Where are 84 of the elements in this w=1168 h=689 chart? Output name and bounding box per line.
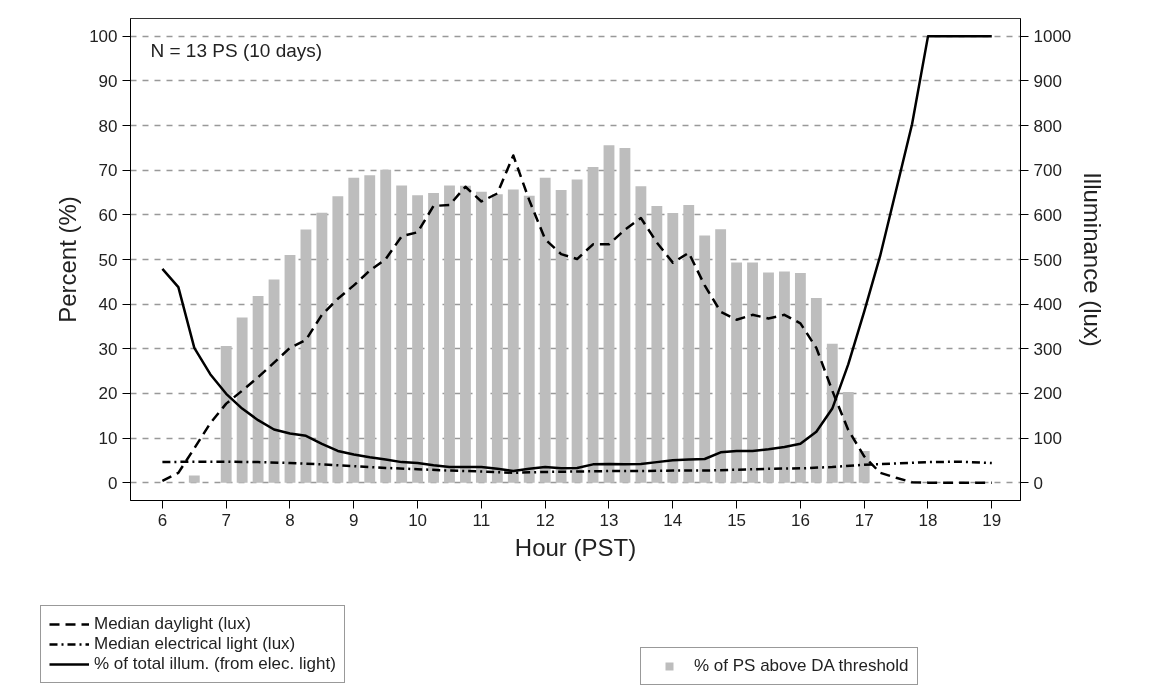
y-tick-label: 70 xyxy=(98,161,118,181)
x-tick-label: 18 xyxy=(918,510,938,530)
x-tick-label: 10 xyxy=(408,510,428,530)
bar xyxy=(364,175,376,483)
x-tick-label: 17 xyxy=(854,510,874,530)
bar xyxy=(747,262,758,483)
bar xyxy=(779,271,790,483)
y2-tick-label: 600 xyxy=(1033,205,1062,225)
bar xyxy=(763,272,774,483)
bar xyxy=(284,255,296,483)
bar xyxy=(842,392,854,483)
bar xyxy=(715,229,727,483)
bar xyxy=(300,229,312,483)
y-tick-label: 40 xyxy=(98,295,118,315)
y-tick-label: 10 xyxy=(98,429,118,449)
bar xyxy=(826,343,838,483)
x-tick-label: 9 xyxy=(349,510,359,530)
bar xyxy=(188,475,200,483)
bar xyxy=(236,317,248,483)
bar xyxy=(460,185,471,483)
y2-tick-label: 1000 xyxy=(1033,27,1072,47)
bar xyxy=(731,262,743,483)
y-tick-label: 0 xyxy=(108,473,118,493)
bar xyxy=(794,272,806,483)
x-tick-label: 14 xyxy=(663,510,683,530)
bar xyxy=(571,179,583,483)
x-tick-label: 16 xyxy=(790,510,810,530)
bar xyxy=(396,185,408,483)
annotation: N = 13 PS (10 days) xyxy=(150,39,323,61)
bar xyxy=(683,205,695,483)
x-tick-label: 13 xyxy=(599,510,619,530)
bar xyxy=(810,297,822,483)
bar xyxy=(252,296,264,483)
bar xyxy=(332,196,344,483)
bar xyxy=(587,167,599,483)
y-tick-label: 50 xyxy=(98,250,118,270)
bar xyxy=(635,186,647,483)
y2-tick-label: 300 xyxy=(1033,339,1062,359)
legend-label: Median daylight (lux) xyxy=(94,614,251,634)
bar xyxy=(667,213,679,483)
bar xyxy=(539,177,551,483)
bar xyxy=(619,147,631,483)
y-tick-label: 20 xyxy=(98,384,118,404)
x-tick-label: 7 xyxy=(221,510,231,530)
x-tick-label: 15 xyxy=(727,510,747,530)
bar xyxy=(699,235,711,483)
bar xyxy=(555,189,567,483)
legend-label: % of total illum. (from elec. light) xyxy=(94,654,336,674)
x-axis-title: Hour (PST) xyxy=(514,533,637,561)
x-tick-label: 11 xyxy=(472,510,491,530)
x-tick-label: 8 xyxy=(285,510,295,530)
legend-label: Median electrical light (lux) xyxy=(94,634,296,654)
bar xyxy=(316,212,328,483)
y2-tick-label: 200 xyxy=(1033,384,1062,404)
y-tick-label: 30 xyxy=(98,339,118,359)
y2-axis-title: Illuminance (lux) xyxy=(1079,172,1107,347)
bar xyxy=(348,177,360,483)
x-tick-label: 6 xyxy=(157,510,168,530)
y2-tick-label: 700 xyxy=(1033,161,1062,181)
y2-tick-label: 900 xyxy=(1033,71,1062,91)
bar xyxy=(412,195,424,483)
y-tick-label: 80 xyxy=(98,116,118,136)
bar xyxy=(491,194,503,483)
y2-tick-label: 800 xyxy=(1033,116,1062,136)
bar xyxy=(220,346,232,483)
bar xyxy=(428,193,439,483)
y2-tick-label: 100 xyxy=(1033,429,1062,449)
y-axis-title: Percent (%) xyxy=(54,196,82,323)
bar xyxy=(603,145,615,483)
x-tick-label: 19 xyxy=(982,510,1002,530)
bar xyxy=(475,191,487,483)
bar xyxy=(444,185,455,483)
y-tick-label: 100 xyxy=(89,27,118,47)
y-tick-label: 90 xyxy=(98,71,118,91)
bar xyxy=(507,189,519,483)
y2-tick-label: 400 xyxy=(1033,295,1062,315)
y2-tick-label: 500 xyxy=(1033,250,1062,270)
x-tick-label: 12 xyxy=(535,510,555,530)
y-tick-label: 60 xyxy=(98,205,118,225)
bar xyxy=(523,195,535,483)
bar xyxy=(651,205,663,483)
bar xyxy=(380,169,392,483)
y2-tick-label: 0 xyxy=(1033,473,1043,493)
legend-label: % of PS above DA threshold xyxy=(694,656,909,676)
